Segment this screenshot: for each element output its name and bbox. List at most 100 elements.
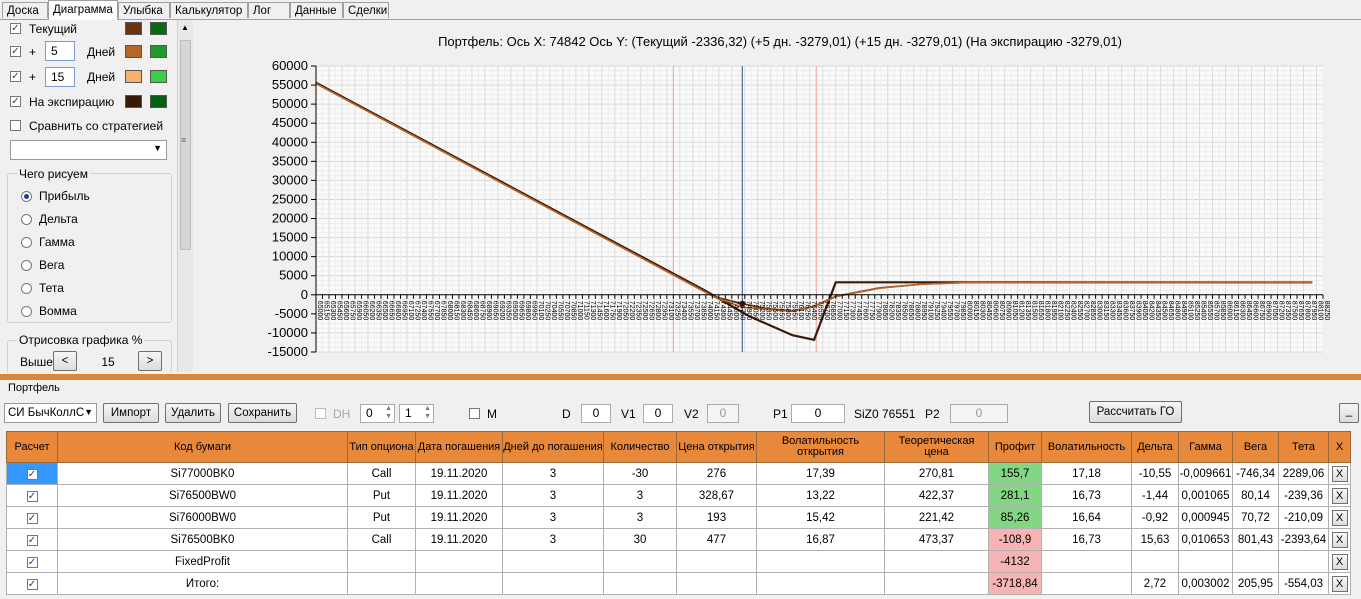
col-header-gamma[interactable]: Гамма	[1178, 431, 1233, 463]
cell-open-vol[interactable]	[756, 572, 885, 595]
tab-smile[interactable]: Улыбка	[118, 2, 170, 18]
cell-date[interactable]: 19.11.2020	[415, 528, 503, 551]
cell-theo-price[interactable]: 473,37	[884, 528, 989, 551]
calc-checkbox-cell[interactable]: ✓	[6, 528, 58, 551]
tab-data[interactable]: Данные	[290, 2, 343, 18]
plus15-checkbox[interactable]: ✓	[10, 71, 21, 82]
plus5-color-swatch-2[interactable]	[150, 45, 167, 58]
save-button[interactable]: Сохранить	[228, 403, 297, 423]
cell-days[interactable]: 3	[502, 528, 604, 551]
cell-theo-price[interactable]: 270,81	[884, 462, 989, 485]
cell-days[interactable]: 3	[502, 484, 604, 507]
cell-vega[interactable]: 801,43	[1232, 528, 1279, 551]
scroll-up-icon[interactable]: ▲	[181, 23, 189, 32]
plus5-color-swatch-1[interactable]	[125, 45, 142, 58]
cell-open-vol[interactable]: 16,87	[756, 528, 885, 551]
strategy-dropdown[interactable]: СИ БычКоллС ▼	[4, 403, 97, 423]
cell-delta[interactable]: 2,72	[1131, 572, 1179, 595]
cell-gamma[interactable]: 0,003002	[1178, 572, 1233, 595]
radio-delta[interactable]	[21, 214, 32, 225]
p1-input[interactable]: 0	[791, 404, 845, 423]
cell-code[interactable]: Si76500BW0	[57, 484, 348, 507]
col-header-date[interactable]: Дата погашения	[415, 431, 503, 463]
cell-open-vol[interactable]: 13,22	[756, 484, 885, 507]
stepper-1-arrows-icon[interactable]: ▲ ▼	[385, 405, 392, 420]
section-divider[interactable]	[0, 374, 1361, 380]
cell-gamma[interactable]: -0,009661	[1178, 462, 1233, 485]
cell-code[interactable]: Итого:	[57, 572, 348, 595]
cell-open-vol[interactable]	[756, 550, 885, 573]
calc-checkbox[interactable]: ✓	[26, 534, 38, 546]
current-color-swatch-1[interactable]	[125, 22, 142, 35]
table-row[interactable]: ✓ Si76500BW0 Put 19.11.2020 3 3 328,67 13,22 422…	[6, 484, 1351, 507]
radio-gamma[interactable]	[21, 237, 32, 248]
cell-profit[interactable]: -3718,84	[988, 572, 1042, 595]
remove-row-button[interactable]: X	[1331, 553, 1348, 570]
calc-checkbox[interactable]: ✓	[26, 556, 38, 568]
cell-vol[interactable]	[1041, 550, 1132, 573]
cell-date[interactable]: 19.11.2020	[415, 506, 503, 529]
cell-type[interactable]	[347, 550, 416, 573]
cell-open-vol[interactable]: 15,42	[756, 506, 885, 529]
cell-code[interactable]: Si76500BK0	[57, 528, 348, 551]
col-header-profit[interactable]: Профит	[988, 431, 1042, 463]
next-button[interactable]: >	[138, 351, 162, 371]
cell-date[interactable]: 19.11.2020	[415, 462, 503, 485]
calc-checkbox-cell[interactable]: ✓	[6, 572, 58, 595]
cell-type[interactable]	[347, 572, 416, 595]
cell-profit[interactable]: -108,9	[988, 528, 1042, 551]
cell-qty[interactable]: 3	[603, 506, 677, 529]
scroll-thumb[interactable]	[180, 40, 191, 250]
col-header-vega[interactable]: Вега	[1232, 431, 1279, 463]
cell-profit[interactable]: -4132	[988, 550, 1042, 573]
col-header-delta[interactable]: Дельта	[1131, 431, 1179, 463]
table-row[interactable]: ✓ Si76500BK0 Call 19.11.2020 3 30 477 16,87 473,…	[6, 528, 1351, 551]
cell-open-price[interactable]: 276	[676, 462, 757, 485]
col-header-qty[interactable]: Количество	[603, 431, 677, 463]
radio-vomma[interactable]	[21, 306, 32, 317]
cell-vega[interactable]: -746,34	[1232, 462, 1279, 485]
cell-type[interactable]: Put	[347, 484, 416, 507]
cell-theo-price[interactable]: 422,37	[884, 484, 989, 507]
cell-open-price[interactable]	[676, 572, 757, 595]
cell-type[interactable]: Call	[347, 462, 416, 485]
calc-checkbox[interactable]: ✓	[26, 512, 38, 524]
cell-open-vol[interactable]: 17,39	[756, 462, 885, 485]
plus15-days-input[interactable]: 15	[45, 67, 75, 87]
calc-checkbox[interactable]: ✓	[26, 578, 38, 590]
radio-theta[interactable]	[21, 283, 32, 294]
cell-delta[interactable]: -0,92	[1131, 506, 1179, 529]
v2-input[interactable]: 0	[707, 404, 739, 423]
expiration-checkbox[interactable]: ✓	[10, 96, 21, 107]
dh-checkbox[interactable]	[315, 408, 326, 419]
cell-type[interactable]: Put	[347, 506, 416, 529]
cell-vol[interactable]: 16,64	[1041, 506, 1132, 529]
m-checkbox[interactable]	[469, 408, 480, 419]
cell-delta[interactable]: -10,55	[1131, 462, 1179, 485]
cell-vega[interactable]: 205,95	[1232, 572, 1279, 595]
d-input[interactable]: 0	[581, 404, 611, 423]
tab-calculator[interactable]: Калькулятор	[170, 2, 248, 18]
table-row[interactable]: ✓ Si77000BK0 Call 19.11.2020 3 -30 276 17,39 270…	[6, 462, 1351, 485]
minimize-button[interactable]: _	[1339, 403, 1359, 423]
plus5-checkbox[interactable]: ✓	[10, 46, 21, 57]
col-header-open-vol[interactable]: Волатильность открытия	[756, 431, 885, 463]
cell-qty[interactable]	[603, 572, 677, 595]
cell-profit[interactable]: 85,26	[988, 506, 1042, 529]
cell-date[interactable]: 19.11.2020	[415, 484, 503, 507]
cell-delta[interactable]	[1131, 550, 1179, 573]
stepper-2[interactable]: 1 ▲ ▼	[399, 404, 434, 423]
expiration-color-swatch-2[interactable]	[150, 95, 167, 108]
delete-button[interactable]: Удалить	[165, 403, 221, 423]
cell-days[interactable]: 3	[502, 462, 604, 485]
col-header-vol[interactable]: Волатильность	[1041, 431, 1132, 463]
tab-board[interactable]: Доска	[2, 2, 48, 18]
tab-deals[interactable]: Сделки	[343, 2, 389, 18]
cell-qty[interactable]: -30	[603, 462, 677, 485]
remove-row-button[interactable]: X	[1331, 531, 1348, 548]
table-row[interactable]: ✓ Si76000BW0 Put 19.11.2020 3 3 193 15,42 221,42…	[6, 506, 1351, 529]
col-header-type[interactable]: Тип опциона	[347, 431, 416, 463]
cell-theta[interactable]: -554,03	[1278, 572, 1329, 595]
cell-gamma[interactable]: 0,001065	[1178, 484, 1233, 507]
calc-checkbox-cell[interactable]: ✓	[6, 550, 58, 573]
